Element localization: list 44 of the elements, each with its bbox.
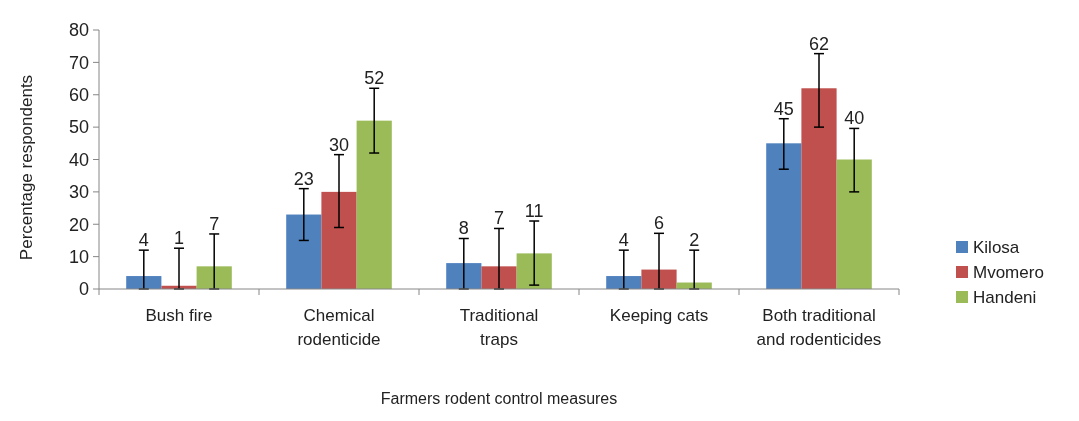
x-tick-label: Traditional traps [459, 306, 539, 349]
y-tick-label: 70 [68, 52, 89, 73]
x-tick-label: Bush fire [145, 306, 213, 325]
data-label: 23 [293, 168, 314, 189]
data-label: 62 [808, 33, 830, 54]
data-label: 6 [653, 213, 665, 234]
bar [286, 214, 322, 289]
x-tick-label: Keeping cats [609, 306, 709, 325]
bar [481, 266, 517, 289]
legend-label: Kilosa [973, 237, 1020, 257]
bar [801, 88, 837, 289]
x-axis-title: Farmers rodent control measures [380, 390, 618, 407]
bar [196, 266, 232, 289]
y-tick-label: 40 [68, 149, 89, 170]
y-axis-title: Percentage respondents [17, 74, 36, 261]
y-tick-label: 60 [68, 85, 89, 106]
data-label: 8 [458, 218, 469, 239]
data-label: 40 [844, 108, 865, 129]
x-tick-label: Chemical rodenticide [297, 306, 381, 349]
data-label: 4 [138, 230, 149, 251]
bar [356, 120, 392, 289]
data-label: 30 [328, 134, 350, 155]
y-tick-label: 30 [68, 182, 89, 203]
data-label: 4 [618, 230, 629, 251]
y-tick-label: 0 [78, 279, 89, 300]
data-label: 11 [524, 201, 544, 222]
legend-label: Handeni [973, 287, 1037, 307]
data-label: 2 [689, 230, 700, 251]
y-tick-label: 80 [68, 20, 89, 41]
data-label: 52 [364, 68, 385, 89]
bar [516, 253, 552, 289]
y-tick-label: 20 [68, 214, 89, 235]
data-label: 7 [493, 208, 505, 229]
y-tick-label: 10 [68, 246, 89, 267]
bar [836, 159, 872, 289]
bar [446, 263, 482, 289]
bar [321, 191, 357, 289]
data-label: 7 [209, 213, 220, 234]
y-tick-label: 50 [68, 117, 89, 138]
data-label: 1 [173, 228, 185, 249]
legend-label: Mvomero [973, 262, 1044, 282]
bar [766, 143, 802, 289]
x-tick-label: Both traditional and rodenticides [756, 306, 882, 349]
data-label: 45 [773, 98, 794, 119]
